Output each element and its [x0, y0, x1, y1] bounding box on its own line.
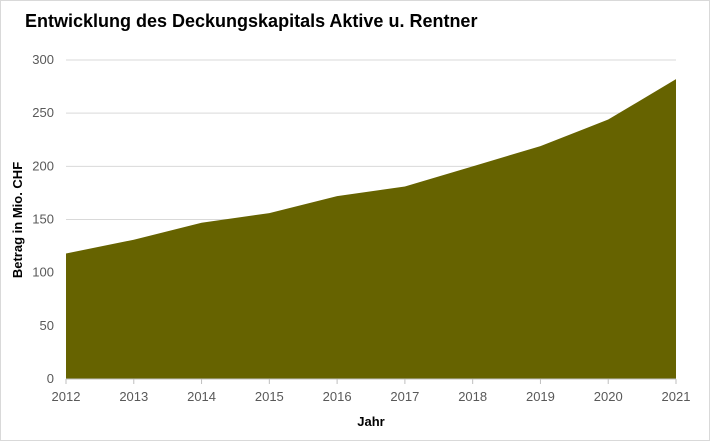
y-tick-label: 150 [32, 212, 54, 227]
x-tick-label: 2021 [662, 389, 691, 404]
y-tick-label: 250 [32, 105, 54, 120]
x-tick-label: 2015 [255, 389, 284, 404]
x-tick-label: 2017 [390, 389, 419, 404]
x-tick-label: 2014 [187, 389, 216, 404]
y-tick-label: 0 [47, 371, 54, 386]
x-tick-label: 2012 [52, 389, 81, 404]
y-tick-label: 300 [32, 52, 54, 67]
x-tick-labels: 2012 2013 2014 2015 2016 2017 2018 2019 2020 2021 [52, 379, 691, 404]
y-tick-label: 50 [40, 318, 54, 333]
x-tick-label: 2019 [526, 389, 555, 404]
chart-title: Entwicklung des Deckungskapitals Aktive … [25, 11, 478, 31]
x-tick-label: 2016 [323, 389, 352, 404]
x-tick-label: 2013 [119, 389, 148, 404]
x-tick-label: 2018 [458, 389, 487, 404]
y-axis-label: Betrag in Mio. CHF [10, 162, 25, 278]
y-tick-label: 200 [32, 158, 54, 173]
x-axis-label: Jahr [357, 414, 384, 429]
y-tick-label: 100 [32, 265, 54, 280]
y-tick-labels: 0 50 100 150 200 250 300 [32, 52, 54, 386]
area-series [66, 79, 676, 379]
x-tick-label: 2020 [594, 389, 623, 404]
